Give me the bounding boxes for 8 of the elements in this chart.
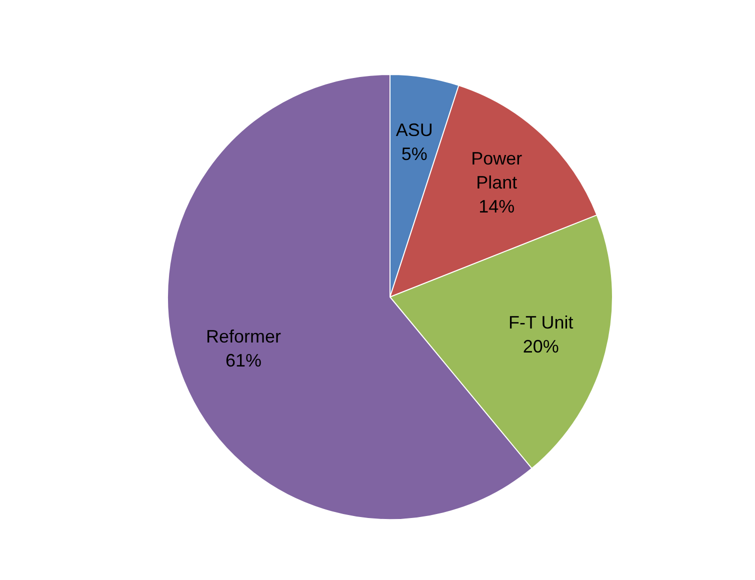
slice-label: Power Plant [471, 148, 522, 192]
slice-label: Reformer [206, 326, 281, 347]
data-label: 5% [401, 144, 428, 164]
slice-label: ASU [396, 120, 433, 140]
slice-label: F-T Unit [508, 312, 574, 333]
data-label: 14% [478, 196, 515, 216]
data-label: 61% [225, 350, 262, 371]
data-label: 20% [522, 336, 559, 357]
